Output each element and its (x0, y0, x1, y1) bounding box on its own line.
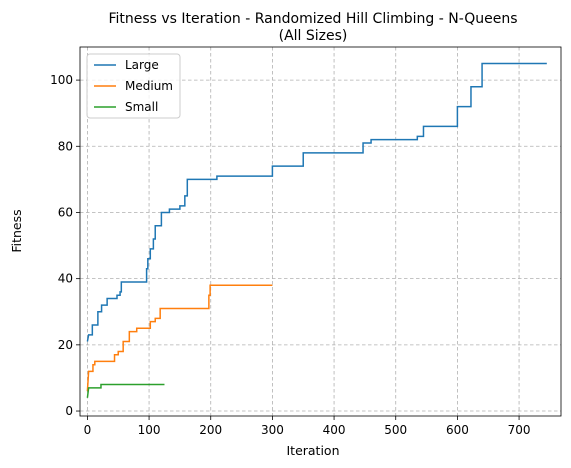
y-tick-label: 100 (50, 73, 73, 87)
x-tick-label: 400 (323, 423, 346, 437)
x-tick-label: 0 (84, 423, 92, 437)
y-tick-label: 40 (58, 272, 73, 286)
x-tick-label: 600 (446, 423, 469, 437)
series-lines (86, 62, 547, 398)
x-axis-label: Iteration (286, 443, 339, 458)
y-axis-ticks: 0 20 40 60 80 100 (50, 73, 80, 418)
chart-title: Fitness vs Iteration - Randomized Hill C… (108, 11, 517, 27)
legend: Large Medium Small (86, 53, 181, 119)
x-tick-label: 200 (199, 423, 222, 437)
legend-label-small: Small (125, 100, 158, 114)
x-tick-label: 700 (508, 423, 531, 437)
y-axis-label: Fitness (9, 209, 24, 252)
chart-subtitle: (All Sizes) (279, 28, 348, 44)
series-line-medium (86, 284, 273, 392)
legend-box (86, 53, 181, 119)
y-tick-label: 20 (58, 338, 73, 352)
x-tick-label: 300 (261, 423, 284, 437)
x-tick-label: 500 (384, 423, 407, 437)
legend-label-medium: Medium (125, 79, 173, 93)
series-line-small (86, 383, 165, 398)
y-tick-label: 60 (58, 205, 73, 219)
series-line-large (86, 62, 547, 342)
legend-label-large: Large (125, 58, 159, 72)
y-tick-label: 0 (65, 404, 73, 418)
x-tick-label: 100 (138, 423, 161, 437)
y-tick-label: 80 (58, 139, 73, 153)
plot-frame (79, 46, 562, 417)
x-axis-ticks: 0 100 200 300 400 500 600 700 (84, 416, 531, 437)
